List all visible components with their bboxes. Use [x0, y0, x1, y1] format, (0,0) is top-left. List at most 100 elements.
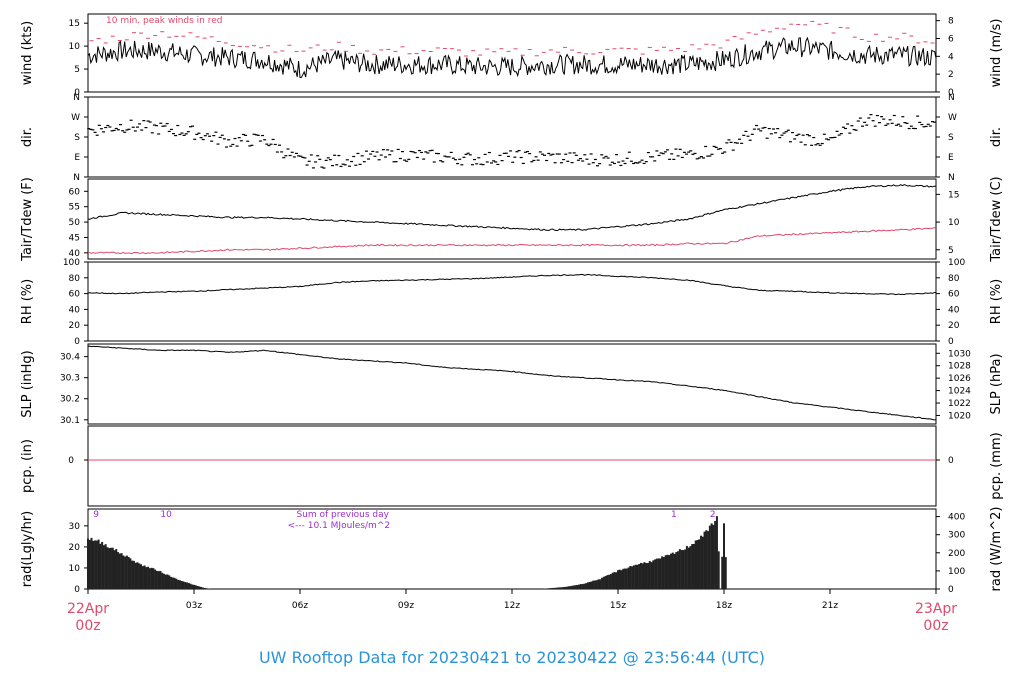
tair-line [87, 184, 937, 232]
y-tick-label-0: 5 [74, 65, 80, 75]
y-tick-label-4: 30.2 [60, 395, 80, 405]
rad-hour-mark: 10 [160, 510, 172, 520]
y-tick-label-2: 60 [69, 187, 81, 197]
y-right-tick-label-4: 1026 [948, 374, 971, 384]
y-label-3: RH (%) [20, 279, 35, 324]
rad-hour-mark: 9 [93, 510, 99, 520]
y-tick-label-4: 30.1 [60, 416, 80, 426]
y-right-tick-label-3: 0 [948, 337, 954, 347]
y-tick-label-0: 15 [69, 19, 80, 29]
y-tick-label-2: 40 [69, 249, 81, 259]
wind-speed-line [87, 36, 937, 79]
dir-tick-label-right: N [948, 173, 955, 183]
dir-tick-label: E [74, 153, 80, 163]
y-tick-label-2: 55 [69, 203, 80, 213]
y-label-right-1: dir. [989, 127, 1004, 147]
y-tick-label-3: 100 [63, 258, 80, 268]
y-tick-label-3: 40 [69, 305, 81, 315]
dir-tick-label: W [71, 113, 80, 123]
y-right-tick-label-6: 400 [948, 513, 965, 523]
y-label-right-6: rad (W/m^2) [989, 507, 1004, 592]
x-tick-label: 21z [822, 601, 838, 611]
panel-frame-2 [87, 178, 937, 260]
y-right-tick-label-2: 10 [948, 218, 960, 228]
x-tick-label: 06z [292, 601, 308, 611]
rad-annotation-2: <--- 10.1 MJoules/m^2 [288, 521, 390, 531]
tdew-line [87, 227, 937, 255]
y-label-5: pcp. (in) [20, 439, 35, 493]
y-tick-label-6: 0 [74, 585, 80, 595]
y-tick-label-3: 80 [69, 274, 81, 284]
y-right-tick-label-0: 0 [948, 88, 954, 98]
title-prefix: UW Rooftop Data for [258, 648, 424, 667]
y-label-4: SLP (inHg) [20, 350, 35, 418]
y-label-6: rad(Lgly/hr) [20, 511, 35, 587]
y-right-tick-label-4: 1024 [948, 387, 971, 397]
y-tick-label-0: 0 [74, 88, 80, 98]
y-right-tick-label-4: 1030 [948, 349, 971, 359]
x-start-date: 22Apr [67, 601, 109, 617]
y-tick-label-2: 50 [69, 218, 81, 228]
y-label-1: dir. [20, 127, 35, 147]
y-label-right-0: wind (m/s) [989, 19, 1004, 88]
x-end-date: 23Apr [915, 601, 957, 617]
y-right-tick-label-6: 300 [948, 531, 965, 541]
y-tick-label-2: 45 [69, 233, 80, 243]
x-tick-label: 03z [186, 601, 202, 611]
x-tick-label: 18z [716, 601, 732, 611]
y-label-right-5: pcp. (mm) [989, 432, 1004, 499]
title-tz: (UTC) [720, 648, 766, 667]
y-label-right-2: Tair/Tdew (C) [989, 176, 1004, 262]
y-tick-label-0: 10 [69, 42, 81, 52]
y-right-tick-label-3: 100 [948, 258, 965, 268]
dir-tick-label-right: N [948, 93, 955, 103]
y-right-tick-label-2: 5 [948, 246, 954, 256]
panel-frame-4 [87, 343, 937, 425]
slp-line [87, 345, 936, 421]
title-to: to [515, 648, 532, 667]
y-right-tick-label-4: 1022 [948, 399, 971, 409]
y-right-tick-label-0: 6 [948, 34, 954, 44]
y-tick-label-4: 30.3 [60, 374, 80, 384]
y-right-tick-label-4: 1020 [948, 411, 971, 421]
y-right-tick-label-6: 0 [948, 585, 954, 595]
rad-hour-mark: 2 [710, 510, 716, 520]
pcp-tick-label-right: 0 [948, 456, 954, 466]
y-right-tick-label-3: 40 [948, 305, 960, 315]
y-tick-label-4: 30.4 [60, 353, 80, 363]
y-right-tick-label-3: 80 [948, 274, 960, 284]
footer-title: UW Rooftop Data for 20230421 to 20230422… [0, 648, 1024, 667]
panel-frame-1 [87, 96, 937, 178]
dir-tick-label-right: E [948, 153, 954, 163]
x-tick-label: 15z [610, 601, 626, 611]
dir-tick-label-right: S [948, 133, 954, 143]
y-right-tick-label-4: 1028 [948, 362, 971, 372]
y-right-tick-label-6: 200 [948, 549, 965, 559]
wind-annotation: 10 min. peak winds in red [106, 16, 223, 26]
panel-frame-3 [87, 261, 937, 342]
title-end: 20230422 @ 23:56:44 [536, 648, 716, 667]
y-label-right-3: RH (%) [989, 279, 1004, 324]
y-label-right-4: SLP (hPa) [989, 353, 1004, 414]
y-right-tick-label-6: 100 [948, 567, 965, 577]
x-start-time: 00z [75, 618, 100, 634]
y-right-tick-label-2: 15 [948, 190, 959, 200]
y-right-tick-label-0: 2 [948, 70, 954, 80]
panel-frame-0 [87, 13, 937, 93]
rad-hour-mark: 1 [671, 510, 677, 520]
pcp-tick-label: 0 [68, 456, 74, 466]
y-label-0: wind (kts) [20, 21, 35, 85]
y-right-tick-label-0: 8 [948, 17, 954, 27]
y-label-2: Tair/Tdew (F) [20, 177, 35, 262]
y-tick-label-6: 10 [69, 564, 81, 574]
dir-tick-label: S [74, 133, 80, 143]
rh-line [87, 273, 937, 296]
y-tick-label-6: 20 [69, 543, 81, 553]
x-tick-label: 12z [504, 601, 520, 611]
title-start: 20230421 [428, 648, 511, 667]
dir-tick-label-right: W [948, 113, 957, 123]
x-tick-label: 09z [398, 601, 414, 611]
panel-frame-6 [87, 508, 937, 590]
panel-frame-5 [87, 425, 937, 507]
